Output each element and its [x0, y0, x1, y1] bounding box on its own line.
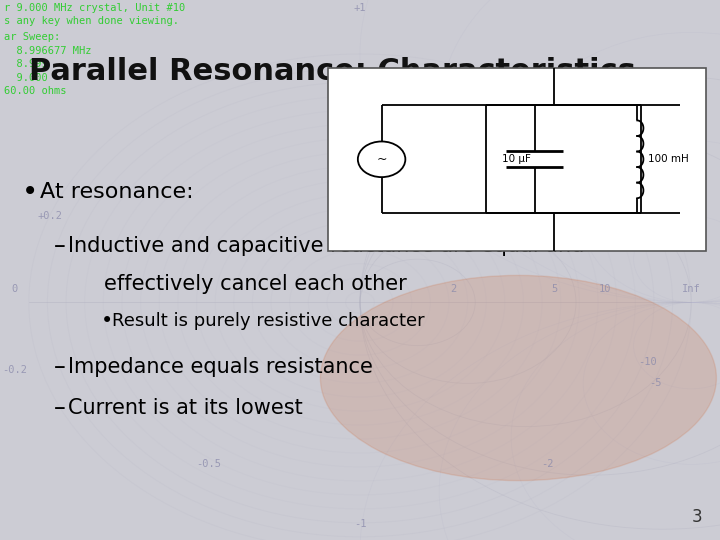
- Text: –: –: [54, 355, 66, 379]
- Text: 2: 2: [451, 284, 456, 294]
- Text: 10: 10: [598, 284, 611, 294]
- Text: –: –: [54, 234, 66, 258]
- Text: •: •: [22, 178, 38, 206]
- Text: -0.5: -0.5: [197, 460, 221, 469]
- Text: Current is at its lowest: Current is at its lowest: [68, 397, 303, 418]
- Text: +0.2: +0.2: [38, 211, 63, 221]
- Text: -5: -5: [649, 379, 662, 388]
- Text: 60.00 ohms: 60.00 ohms: [4, 86, 66, 97]
- Text: -2: -2: [541, 460, 554, 469]
- Text: -10: -10: [639, 357, 657, 367]
- Text: ar Sweep:: ar Sweep:: [4, 32, 60, 43]
- Text: 0: 0: [12, 284, 17, 294]
- Text: r 9.000 MHz crystal, Unit #10: r 9.000 MHz crystal, Unit #10: [4, 3, 185, 13]
- Text: 5: 5: [552, 284, 557, 294]
- Text: 10 μF: 10 μF: [502, 154, 531, 164]
- Text: 8.996677 MHz: 8.996677 MHz: [4, 46, 91, 56]
- Text: At resonance:: At resonance:: [40, 181, 193, 202]
- Text: –: –: [54, 396, 66, 420]
- Text: effectively cancel each other: effectively cancel each other: [104, 273, 407, 294]
- Text: 8.999: 8.999: [4, 59, 48, 70]
- Text: ~: ~: [377, 153, 387, 166]
- Text: Impedance equals resistance: Impedance equals resistance: [68, 357, 373, 377]
- Text: •: •: [101, 311, 113, 332]
- Text: -1: -1: [354, 519, 366, 529]
- Ellipse shape: [320, 275, 716, 481]
- Text: Inf: Inf: [682, 284, 701, 294]
- Text: Parallel Resonance: Characteristics: Parallel Resonance: Characteristics: [29, 57, 636, 86]
- Text: -0.2: -0.2: [2, 365, 27, 375]
- Text: Result is purely resistive character: Result is purely resistive character: [112, 312, 424, 330]
- Text: 100 mH: 100 mH: [648, 154, 689, 164]
- FancyBboxPatch shape: [328, 68, 706, 251]
- Text: 9.000: 9.000: [4, 73, 48, 83]
- Text: +1: +1: [354, 3, 366, 13]
- Text: Inductive and capacitive reactance are equal and: Inductive and capacitive reactance are e…: [68, 235, 585, 256]
- Text: s any key when done viewing.: s any key when done viewing.: [4, 16, 179, 26]
- Text: 3: 3: [691, 509, 702, 526]
